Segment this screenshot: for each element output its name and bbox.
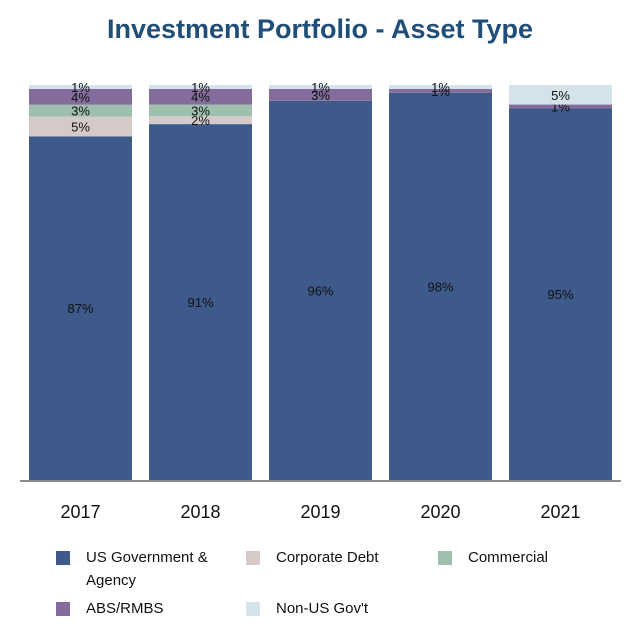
data-label-2019-abs-rmbs: 3%	[311, 88, 330, 103]
bar-2021-us-government-agency	[509, 108, 612, 481]
data-label-2018-commercial: 3%	[191, 103, 210, 118]
bar-2018-non-us-gov-t	[149, 85, 252, 89]
x-tick-label-2020: 2020	[420, 502, 460, 522]
bar-2018-us-government-agency	[149, 124, 252, 480]
data-label-2017-corporate-debt: 5%	[71, 119, 90, 134]
data-label-2017-non-us-gov-t: 1%	[71, 80, 90, 95]
x-tick-label-2018: 2018	[180, 502, 220, 522]
bar-2020-us-government-agency	[389, 92, 492, 481]
chart-title: Investment Portfolio - Asset Type	[106, 14, 534, 44]
data-label-2017-us-government-agency: 87%	[67, 301, 93, 316]
data-label-2017-abs-rmbs: 4%	[71, 90, 90, 105]
bar-2018-commercial	[149, 104, 252, 117]
bar-2019-abs-rmbs	[269, 88, 372, 101]
bar-2017-non-us-gov-t	[29, 85, 132, 89]
bar-2017-abs-rmbs	[29, 88, 132, 105]
bar-2019-non-us-gov-t	[269, 85, 372, 89]
bar-2017-commercial	[29, 104, 132, 117]
data-label-2018-abs-rmbs: 4%	[191, 90, 210, 105]
x-tick-label-2017: 2017	[60, 502, 100, 522]
bar-2018-abs-rmbs	[149, 88, 252, 105]
data-label-2019-us-government-agency: 96%	[307, 283, 333, 298]
data-label-2018-non-us-gov-t: 1%	[191, 80, 210, 95]
data-label-2018-corporate-debt: 2%	[191, 113, 210, 128]
bar-2020-non-us-gov-t	[389, 85, 492, 89]
x-tick-label-2019: 2019	[300, 502, 340, 522]
data-label-2019-non-us-gov-t: 1%	[311, 80, 330, 95]
bar-2021-abs-rmbs	[509, 104, 612, 109]
bar-2017-corporate-debt	[29, 116, 132, 137]
data-label-2018-us-government-agency: 91%	[187, 295, 213, 310]
bar-2019-us-government-agency	[269, 100, 372, 481]
bar-2020-abs-rmbs	[389, 88, 492, 93]
data-label-2017-commercial: 3%	[71, 104, 90, 119]
bar-2018-corporate-debt	[149, 116, 252, 125]
data-label-2020-non-us-gov-t: 1%	[431, 80, 450, 95]
data-label-2021-non-us-gov-t: 5%	[551, 88, 570, 103]
bar-2021-non-us-gov-t	[509, 85, 612, 105]
data-label-2020-us-government-agency: 98%	[427, 279, 453, 294]
data-label-2021-us-government-agency: 95%	[547, 287, 573, 302]
x-tick-label-2021: 2021	[540, 502, 580, 522]
bar-2017-us-government-agency	[29, 136, 132, 480]
